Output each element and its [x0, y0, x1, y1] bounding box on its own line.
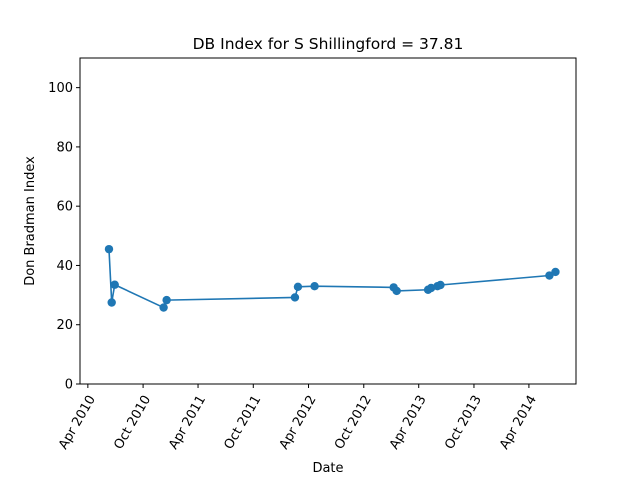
data-point: [545, 271, 554, 280]
x-axis: Apr 2010 Oct 2010 Apr 2011 Oct 2011 Apr 2012…: [56, 384, 540, 452]
plot-area: [104, 244, 560, 312]
x-tick-label: Oct 2011: [222, 393, 265, 452]
chart-title: DB Index for S Shillingford = 37.81: [193, 35, 464, 53]
plot-frame: [79, 57, 577, 385]
x-tick-label: Apr 2012: [277, 393, 320, 452]
data-point: [551, 267, 560, 277]
y-tick-label: 40: [56, 259, 73, 274]
x-tick-label: Apr 2011: [166, 393, 209, 452]
data-point: [426, 283, 436, 293]
data-point: [162, 295, 171, 305]
data-point: [436, 280, 445, 290]
data-point: [392, 286, 401, 296]
x-tick-label: Oct 2013: [442, 393, 485, 452]
y-axis: 0 20 40 60 80 100: [48, 81, 80, 393]
x-tick-label: Apr 2010: [56, 393, 99, 452]
x-tick-label: Oct 2010: [111, 393, 154, 452]
data-point: [293, 282, 303, 291]
data-point: [107, 298, 116, 307]
y-tick-label: 80: [56, 140, 73, 155]
y-tick-label: 60: [56, 200, 73, 215]
x-tick-label: Oct 2012: [332, 393, 375, 452]
data-point: [159, 303, 168, 312]
data-point: [110, 280, 119, 289]
series-line: [108, 249, 556, 309]
y-tick-label: 100: [48, 81, 73, 96]
y-axis-title: Don Bradman Index: [23, 156, 38, 286]
data-point: [104, 244, 114, 254]
data-point: [310, 282, 319, 291]
y-tick-label: 20: [56, 318, 73, 333]
y-tick-label: 0: [65, 378, 73, 393]
x-tick-label: Apr 2014: [497, 393, 540, 452]
x-tick-label: Apr 2013: [387, 393, 430, 452]
x-axis-title: Date: [312, 461, 343, 476]
data-point: [290, 293, 300, 302]
